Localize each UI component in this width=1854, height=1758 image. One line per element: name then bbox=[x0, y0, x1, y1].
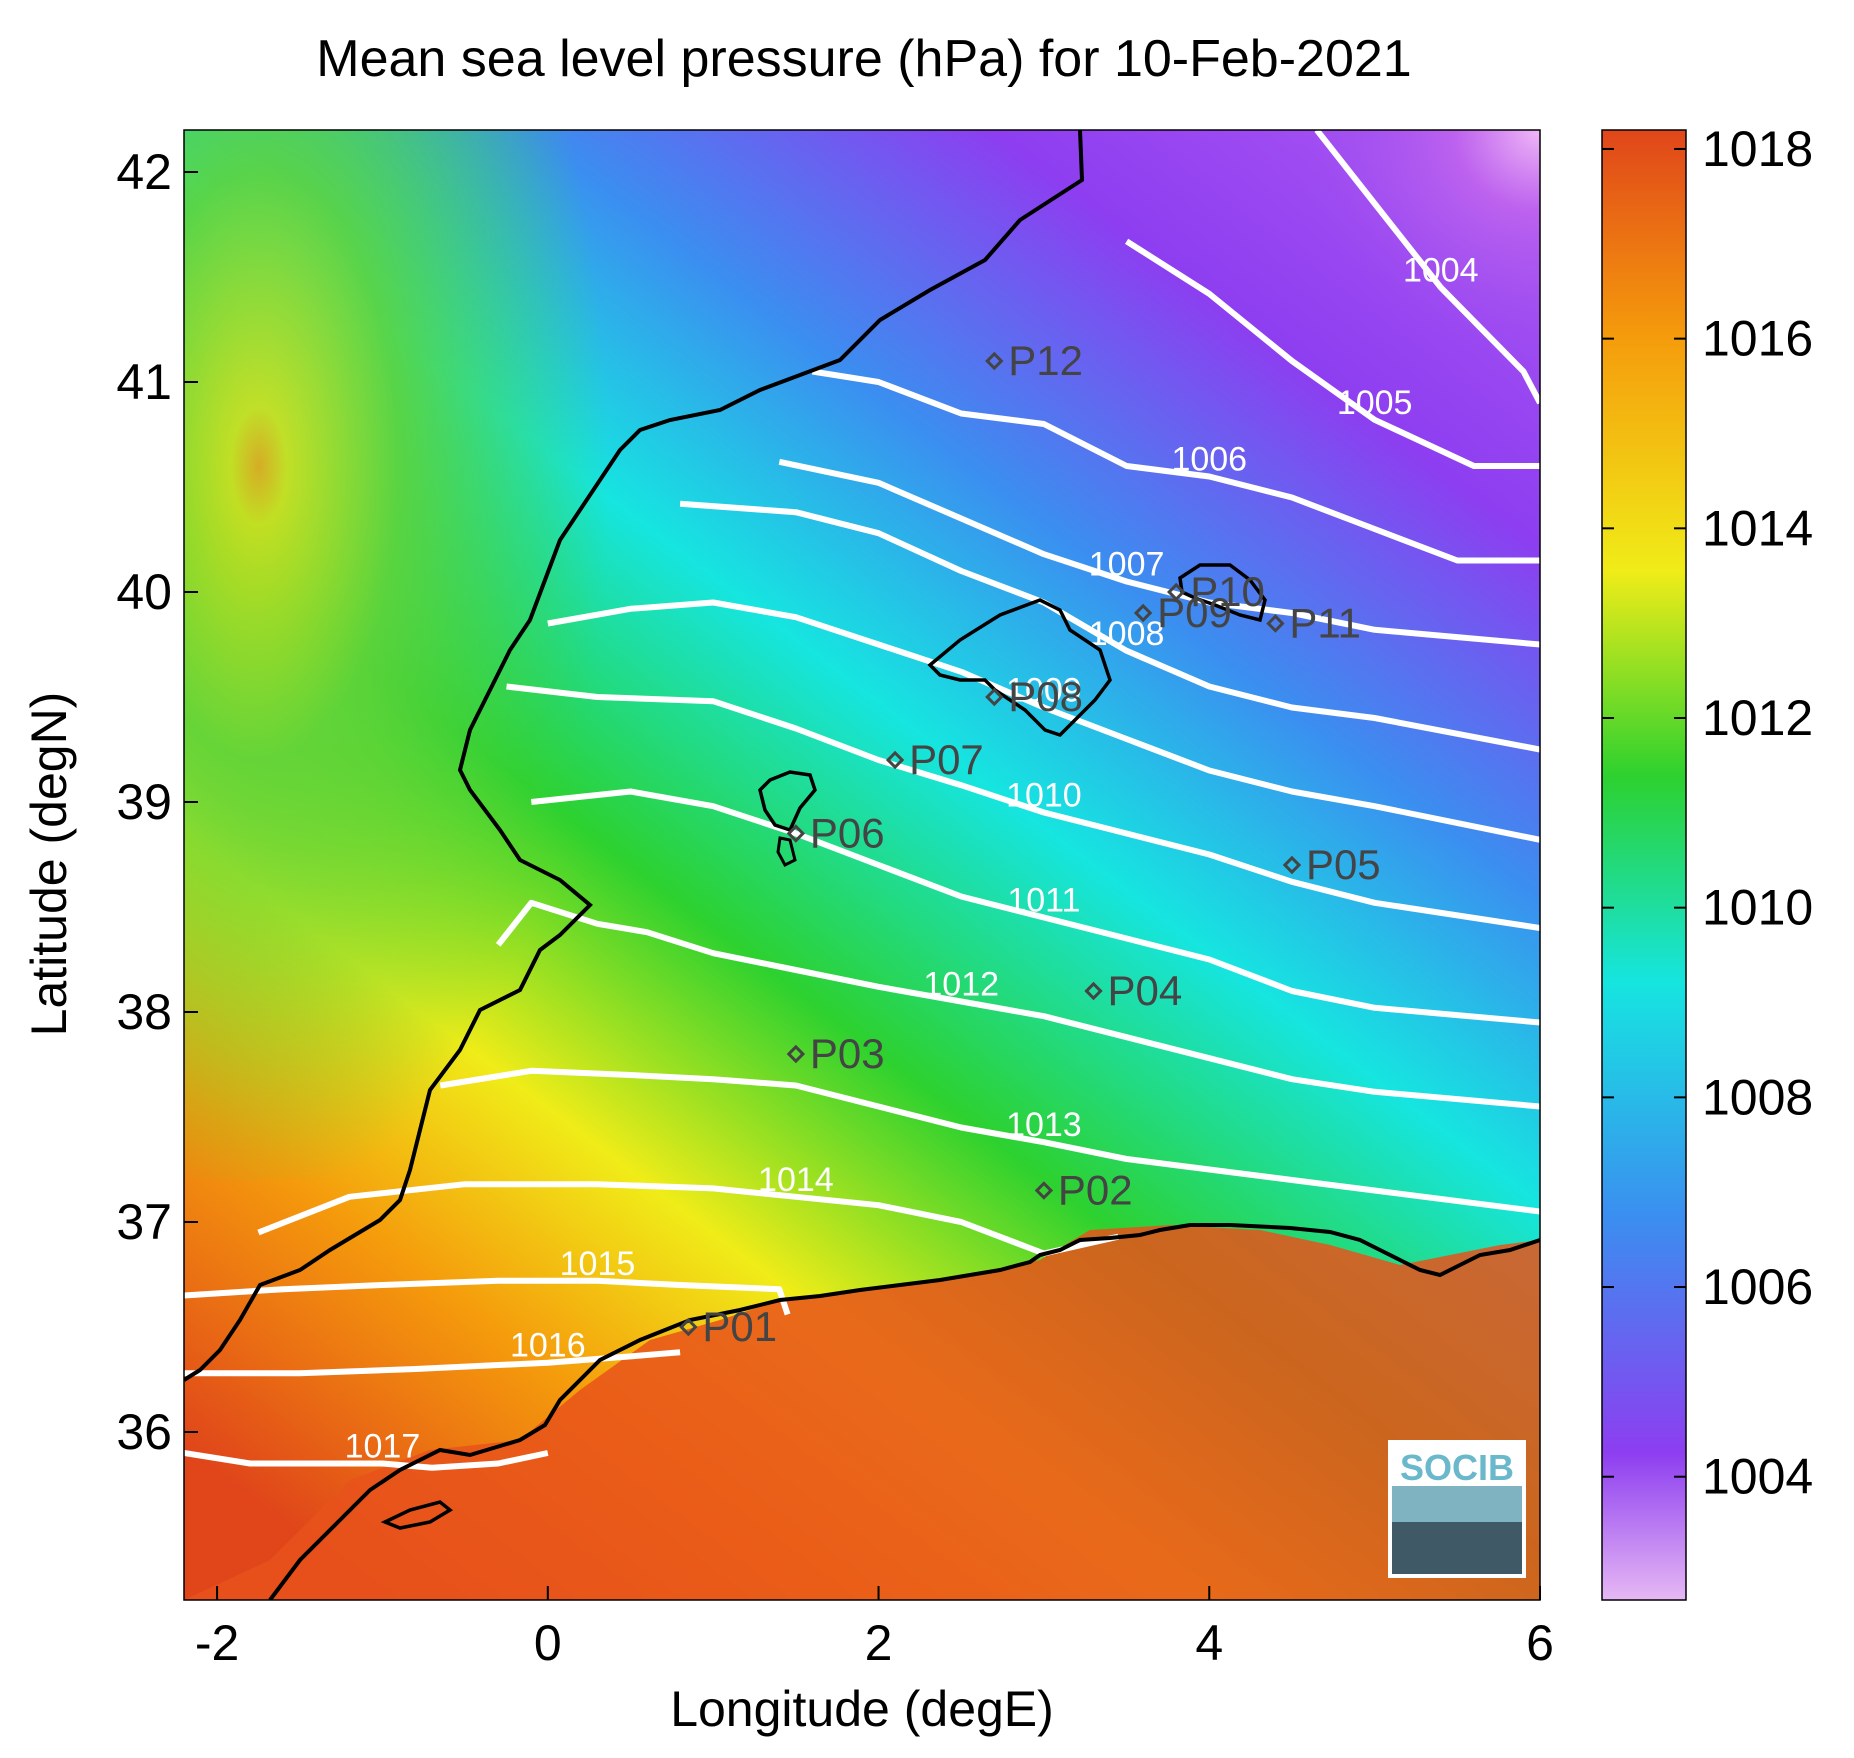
station-marker bbox=[1282, 855, 1302, 875]
station-marker bbox=[1167, 582, 1186, 602]
menorca-coastline bbox=[1178, 563, 1267, 623]
y-tick-label: 40 bbox=[116, 564, 172, 620]
isobar-label: 1015 bbox=[560, 1245, 636, 1283]
colorbar-tick-label: 1012 bbox=[1702, 690, 1813, 746]
station-marker bbox=[985, 351, 1004, 371]
formentera-coastline bbox=[776, 836, 797, 867]
isobar-label: 1005 bbox=[1337, 384, 1413, 422]
station-marker bbox=[885, 750, 905, 770]
station-marker bbox=[1084, 981, 1103, 1001]
isobar-label: 1012 bbox=[923, 966, 999, 1004]
y-tick-label: 39 bbox=[116, 774, 172, 830]
station-marker bbox=[679, 1317, 698, 1337]
colorbar bbox=[1601, 129, 1687, 1601]
isobar-1012 bbox=[495, 899, 1540, 1110]
isobar-label: 1016 bbox=[510, 1327, 586, 1365]
mallorca-coastline bbox=[927, 598, 1112, 738]
isobar-1015 bbox=[184, 1277, 791, 1316]
x-tick-label: 0 bbox=[534, 1615, 562, 1671]
plot-frame bbox=[183, 129, 1541, 1601]
station-label: P09 bbox=[1157, 589, 1232, 636]
isobar-label: 1013 bbox=[1006, 1106, 1082, 1144]
station-label: P04 bbox=[1108, 967, 1183, 1014]
station-marker bbox=[985, 687, 1004, 707]
y-axis-label: Latitude (degN) bbox=[21, 692, 77, 1037]
north-africa-land-field bbox=[184, 1225, 1540, 1600]
ibiza-coastline bbox=[758, 770, 817, 833]
colorbar-tick-label: 1014 bbox=[1702, 500, 1813, 556]
isobar-label: 1010 bbox=[1006, 777, 1082, 815]
y-tick-label: 37 bbox=[116, 1194, 172, 1250]
iberia-coastline bbox=[184, 130, 1085, 1382]
station-label: P10 bbox=[1190, 568, 1265, 615]
isobar-label: 1009 bbox=[1006, 672, 1082, 710]
isobar-1006 bbox=[811, 368, 1540, 564]
station-label: P11 bbox=[1289, 600, 1361, 647]
colorbar-tick-label: 1008 bbox=[1702, 1069, 1813, 1125]
x-tick-label: 2 bbox=[865, 1615, 893, 1671]
isobar-1008 bbox=[679, 500, 1540, 753]
isobar-1014 bbox=[257, 1181, 1119, 1257]
isobar-label: 1006 bbox=[1171, 441, 1247, 479]
alboran-island bbox=[380, 1500, 454, 1530]
coastlines bbox=[184, 130, 1540, 1600]
socib-logo-text: SOCIB bbox=[1400, 1447, 1514, 1488]
isobar-1004 bbox=[1314, 130, 1540, 405]
isobar-label: 1011 bbox=[1007, 882, 1080, 920]
isobar-1016 bbox=[184, 1349, 681, 1377]
y-tick-label: 42 bbox=[116, 144, 172, 200]
station-label: P01 bbox=[702, 1303, 777, 1350]
station-marker bbox=[786, 1044, 806, 1064]
station-label: P08 bbox=[1008, 673, 1083, 720]
isobar-1011 bbox=[530, 788, 1540, 1026]
x-axis-label: Longitude (degE) bbox=[670, 1681, 1054, 1737]
colorbar-tick-label: 1004 bbox=[1702, 1449, 1813, 1505]
x-tick-label: -2 bbox=[195, 1615, 239, 1671]
low-pressure-region bbox=[1100, 130, 1540, 550]
station-marker bbox=[786, 824, 806, 843]
y-tick-label: 36 bbox=[116, 1404, 172, 1460]
x-tick-label: 4 bbox=[1195, 1615, 1223, 1671]
isobar-label: 1017 bbox=[345, 1428, 421, 1466]
isobar-label: 1004 bbox=[1403, 252, 1479, 290]
y-tick-label: 41 bbox=[116, 354, 172, 410]
station-label: P07 bbox=[909, 736, 984, 783]
isobar-1005 bbox=[1124, 238, 1540, 469]
socib-logo: SOCIB bbox=[1388, 1440, 1526, 1578]
isobar-label: 1008 bbox=[1089, 615, 1165, 653]
isobar-1009 bbox=[547, 599, 1540, 843]
y-tick-labels: 36 37 38 39 40 41 42 bbox=[116, 144, 198, 1460]
chart-title: Mean sea level pressure (hPa) for 10-Feb… bbox=[316, 30, 1411, 88]
isobar-1010 bbox=[506, 683, 1540, 931]
x-tick-label: 6 bbox=[1526, 1615, 1554, 1671]
isobar-label: 1007 bbox=[1089, 546, 1165, 584]
colorbar-tick-label: 1006 bbox=[1702, 1259, 1813, 1315]
isobar-1013 bbox=[439, 1067, 1540, 1215]
station-marker bbox=[1133, 603, 1153, 623]
isobar-1007 bbox=[778, 458, 1540, 648]
colorbar-tick-label: 1010 bbox=[1702, 880, 1813, 936]
station-marker bbox=[1034, 1181, 1054, 1200]
station-marker bbox=[1266, 614, 1285, 633]
station-label: P06 bbox=[810, 810, 885, 857]
station-label: P02 bbox=[1058, 1167, 1133, 1214]
colorbar-tick-label: 1016 bbox=[1702, 311, 1813, 367]
isobar-label: 1014 bbox=[758, 1161, 834, 1199]
x-tick-labels: -2 0 2 4 6 bbox=[195, 1586, 1554, 1671]
isobar-1017 bbox=[184, 1450, 549, 1471]
land-pressure-overlay bbox=[184, 130, 684, 1180]
colorbar-tick-label: 1018 bbox=[1702, 121, 1813, 177]
africa-coastline bbox=[268, 1223, 1540, 1600]
station-label: P05 bbox=[1306, 841, 1381, 888]
y-tick-label: 38 bbox=[116, 984, 172, 1040]
station-label: P12 bbox=[1008, 337, 1083, 384]
colorbar-ticks: 1004 1006 1008 1010 1012 1014 1016 1018 bbox=[1602, 121, 1813, 1505]
station-label: P03 bbox=[810, 1030, 885, 1077]
